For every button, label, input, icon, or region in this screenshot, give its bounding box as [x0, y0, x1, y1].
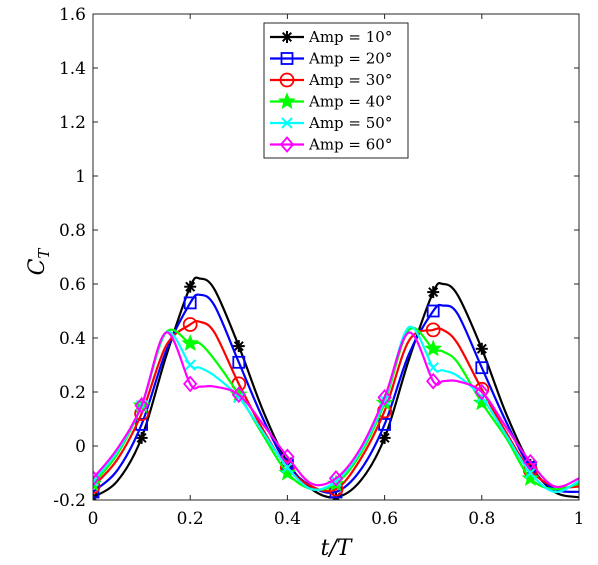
- x-tick-label-4: 0.6: [371, 509, 398, 529]
- x-tick-label-5: 0.8: [468, 509, 495, 529]
- legend-box: [263, 22, 409, 159]
- x-tick-label-2: 0.2: [177, 509, 204, 529]
- y-axis-title-sub: T: [35, 248, 53, 259]
- plot-frame: [92, 13, 580, 501]
- legend-label-1: Amp = 10°: [308, 28, 392, 46]
- series-4-marker-3: [181, 333, 200, 352]
- series-5-marker-4: [233, 391, 245, 404]
- series-6-marker-3: [183, 375, 198, 393]
- legend-item-5: Amp = 50°: [270, 114, 392, 132]
- series-2-marker-4: [232, 355, 246, 369]
- y-axis-title-main: C: [25, 258, 50, 275]
- series-5-marker-5: [281, 461, 294, 474]
- series-6: [93, 331, 579, 489]
- series-5-marker-3: [184, 359, 196, 371]
- y-tick-label-10: 1.6: [59, 5, 86, 25]
- legend-label-2: Amp = 20°: [308, 50, 392, 68]
- legend-item-4: Amp = 40°: [270, 92, 392, 111]
- legend-item-3: Amp = 30°: [270, 71, 392, 89]
- series-3-marker-3: [182, 317, 198, 332]
- y-tick-label-6: 0.8: [59, 221, 86, 241]
- legend-item-6: Amp = 60°: [270, 136, 392, 154]
- axes-layer: 0 0.2 0.4 0.6 0.8 1-0.200.20.40.60.811.21.41.…: [53, 5, 584, 529]
- series-layer: [93, 276, 579, 500]
- series-6-marker-6: [328, 470, 344, 487]
- series-2-marker-3: [183, 296, 197, 310]
- x-tick-label-1: 0: [88, 509, 99, 529]
- y-tick-label-7: 1: [75, 167, 86, 187]
- y-tick-label-2: 0: [75, 437, 86, 457]
- series-line-6: [93, 331, 579, 489]
- series-4-marker-5: [278, 463, 297, 481]
- series-5-marker-1: [93, 475, 99, 487]
- legend-marker-5: [281, 117, 293, 129]
- legend-item-2: Amp = 20°: [270, 50, 392, 68]
- series-1-marker-3: [184, 280, 197, 293]
- y-tick-label-8: 1.2: [59, 113, 86, 133]
- legend-marker-2: [280, 52, 294, 65]
- series-line-2: [93, 293, 579, 494]
- series-6-marker-4: [231, 386, 246, 404]
- series-6-marker-5: [280, 448, 295, 466]
- series-5-marker-6: [330, 475, 342, 487]
- x-tick-label-3: 0.4: [274, 509, 301, 529]
- series-1-marker-4: [232, 340, 245, 353]
- y-tick-label-9: 1.4: [59, 59, 86, 79]
- series-4-marker-8: [424, 339, 443, 357]
- legend-label-3: Amp = 30°: [308, 71, 392, 89]
- series-6-marker-1: [93, 470, 101, 487]
- y-tick-label-1: -0.2: [53, 491, 86, 511]
- y-axis-title: CT: [25, 248, 53, 276]
- x-tick-label-6: 1: [574, 509, 585, 529]
- series-2-marker-8: [426, 304, 440, 318]
- series-1-marker-7: [378, 431, 391, 444]
- series-4-marker-1: [93, 474, 102, 492]
- legend: Amp = 10° Amp = 20° Amp = 30° Amp = 40° Amp …: [263, 22, 409, 159]
- legend-marker-6: [279, 136, 295, 153]
- series-6-marker-9: [474, 383, 489, 401]
- series-6-marker-10: [523, 453, 538, 471]
- legend-marker-3: [279, 72, 295, 88]
- series-5-marker-8: [427, 361, 439, 374]
- series-6-marker-7: [377, 389, 392, 406]
- series-2-marker-1: [93, 485, 100, 499]
- y-tick-label-4: 0.4: [59, 329, 86, 349]
- series-4-marker-10: [521, 468, 540, 487]
- legend-marker-4: [278, 92, 296, 110]
- legend-label-6: Amp = 60°: [308, 136, 392, 154]
- series-2-marker-9: [475, 361, 489, 375]
- series-5-marker-10: [524, 467, 537, 479]
- series-1-marker-8: [427, 286, 440, 299]
- x-axis-title: t/T: [321, 536, 354, 561]
- series-3-marker-8: [425, 322, 441, 338]
- series-3-marker-1: [93, 479, 101, 494]
- series-6-marker-8: [426, 372, 441, 390]
- y-tick-label-5: 0.6: [59, 275, 86, 295]
- legend-marker-1: [281, 31, 293, 43]
- y-tick-label-3: 0.2: [59, 383, 86, 403]
- legend-item-1: Amp = 10°: [270, 28, 392, 46]
- legend-label-4: Amp = 40°: [308, 93, 392, 111]
- series-6-marker-2: [134, 397, 149, 414]
- series-1-marker-9: [475, 342, 488, 355]
- series-1-marker-2: [135, 431, 148, 444]
- legend-label-5: Amp = 50°: [308, 114, 392, 132]
